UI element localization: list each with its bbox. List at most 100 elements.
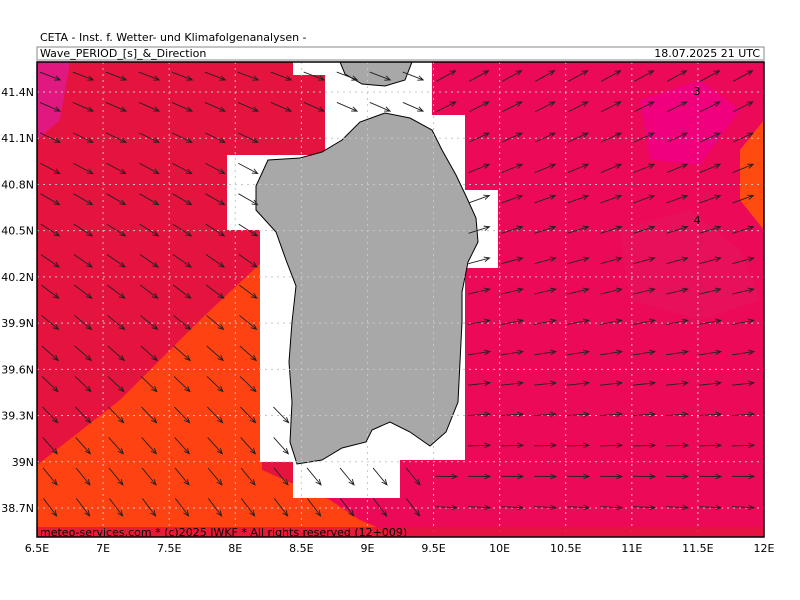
- direction-arrow: [141, 406, 158, 424]
- direction-arrow: [666, 132, 689, 143]
- direction-arrow: [699, 380, 723, 387]
- direction-arrow: [533, 473, 558, 480]
- direction-arrow: [402, 71, 425, 81]
- direction-arrow: [40, 284, 60, 299]
- direction-arrow: [75, 467, 91, 486]
- field-patch: [620, 210, 760, 320]
- direction-arrow: [534, 318, 557, 325]
- direction-arrow: [501, 349, 525, 356]
- direction-arrow: [633, 163, 656, 173]
- direction-arrow: [601, 70, 622, 82]
- direction-arrow: [732, 318, 755, 325]
- lon-label: 10.5E: [550, 542, 581, 555]
- direction-arrow: [666, 349, 690, 356]
- direction-arrow: [500, 473, 525, 480]
- lon-label: 6.5E: [25, 542, 49, 555]
- direction-arrow: [699, 349, 723, 356]
- direction-arrow: [139, 193, 160, 206]
- direction-arrow: [633, 225, 656, 234]
- model-header: CETA - Inst. f. Wetter- und Klimafolgena…: [40, 31, 307, 44]
- direction-arrow: [139, 284, 159, 299]
- direction-arrow: [204, 102, 227, 112]
- direction-arrow: [172, 284, 192, 299]
- direction-arrow: [73, 162, 94, 175]
- direction-arrow: [566, 504, 591, 511]
- direction-arrow: [369, 71, 392, 81]
- direction-arrow: [501, 132, 524, 143]
- direction-arrow: [171, 71, 194, 81]
- direction-arrow: [666, 380, 690, 387]
- direction-arrow: [74, 376, 92, 393]
- lon-label: 9E: [360, 542, 374, 555]
- map-frame: [36, 61, 765, 538]
- direction-arrow: [732, 194, 755, 204]
- direction-arrow: [273, 406, 290, 424]
- direction-arrow: [699, 132, 722, 143]
- direction-arrow: [731, 411, 756, 418]
- direction-arrow: [238, 254, 258, 268]
- direction-arrow: [731, 442, 756, 449]
- direction-arrow: [106, 162, 127, 175]
- direction-arrow: [633, 349, 657, 356]
- direction-arrow: [567, 225, 590, 234]
- lon-label: 7.5E: [157, 542, 181, 555]
- direction-arrows: [39, 70, 756, 517]
- direction-arrow: [140, 345, 159, 362]
- lon-label: 9.5E: [421, 542, 445, 555]
- direction-arrow: [42, 467, 58, 486]
- direction-arrow: [240, 467, 256, 486]
- direction-arrow: [501, 101, 523, 113]
- direction-arrow: [732, 101, 754, 113]
- direction-arrow: [501, 318, 524, 325]
- direction-arrow: [140, 376, 158, 393]
- direction-arrow: [75, 437, 92, 455]
- direction-arrow: [72, 132, 94, 143]
- direction-arrow: [240, 437, 257, 455]
- direction-arrow: [273, 467, 289, 486]
- title-bar: [36, 46, 765, 61]
- direction-arrow: [467, 442, 492, 449]
- direction-arrow: [468, 318, 491, 325]
- direction-arrow: [204, 71, 227, 81]
- contour-label: 4: [694, 214, 701, 227]
- direction-arrow: [171, 102, 194, 112]
- direction-arrow: [666, 287, 689, 295]
- direction-arrow: [207, 406, 224, 424]
- direction-arrow: [240, 406, 257, 424]
- field-patch: [37, 62, 70, 140]
- direction-arrow: [468, 163, 491, 173]
- direction-arrow: [600, 349, 624, 356]
- direction-arrow: [632, 411, 657, 418]
- direction-arrow: [42, 437, 59, 455]
- direction-arrow: [105, 132, 127, 143]
- direction-arrow: [39, 71, 62, 81]
- lat-label: 41.1N: [1, 132, 34, 145]
- direction-arrow: [405, 498, 421, 517]
- direction-arrow: [270, 71, 293, 81]
- direction-arrow: [107, 315, 126, 331]
- lat-label: 40.2N: [1, 271, 34, 284]
- direction-arrow: [339, 498, 355, 517]
- direction-arrow: [372, 498, 388, 517]
- direction-arrow: [500, 442, 525, 449]
- direction-arrow: [633, 287, 656, 295]
- direction-arrow: [306, 498, 322, 517]
- direction-arrow: [303, 102, 326, 112]
- direction-arrow: [666, 101, 688, 113]
- direction-arrow: [174, 467, 190, 486]
- direction-arrow: [73, 284, 93, 299]
- direction-arrow: [238, 284, 258, 299]
- axis-labels: 6.5E 7E 7.5E 8E 8.5E 9E 9.5E 10E 10.5E 11E 11.5E 12…: [1, 86, 774, 555]
- lat-label: 41.4N: [1, 86, 34, 99]
- direction-arrow: [204, 132, 226, 143]
- direction-arrow: [468, 194, 491, 204]
- direction-arrow: [500, 504, 525, 511]
- direction-arrow: [73, 193, 94, 206]
- direction-arrow: [467, 411, 492, 418]
- direction-arrow: [732, 132, 755, 143]
- lat-label: 39.9N: [1, 317, 34, 330]
- direction-arrow: [633, 194, 656, 204]
- direction-arrow: [501, 287, 524, 295]
- direction-arrow: [40, 223, 61, 237]
